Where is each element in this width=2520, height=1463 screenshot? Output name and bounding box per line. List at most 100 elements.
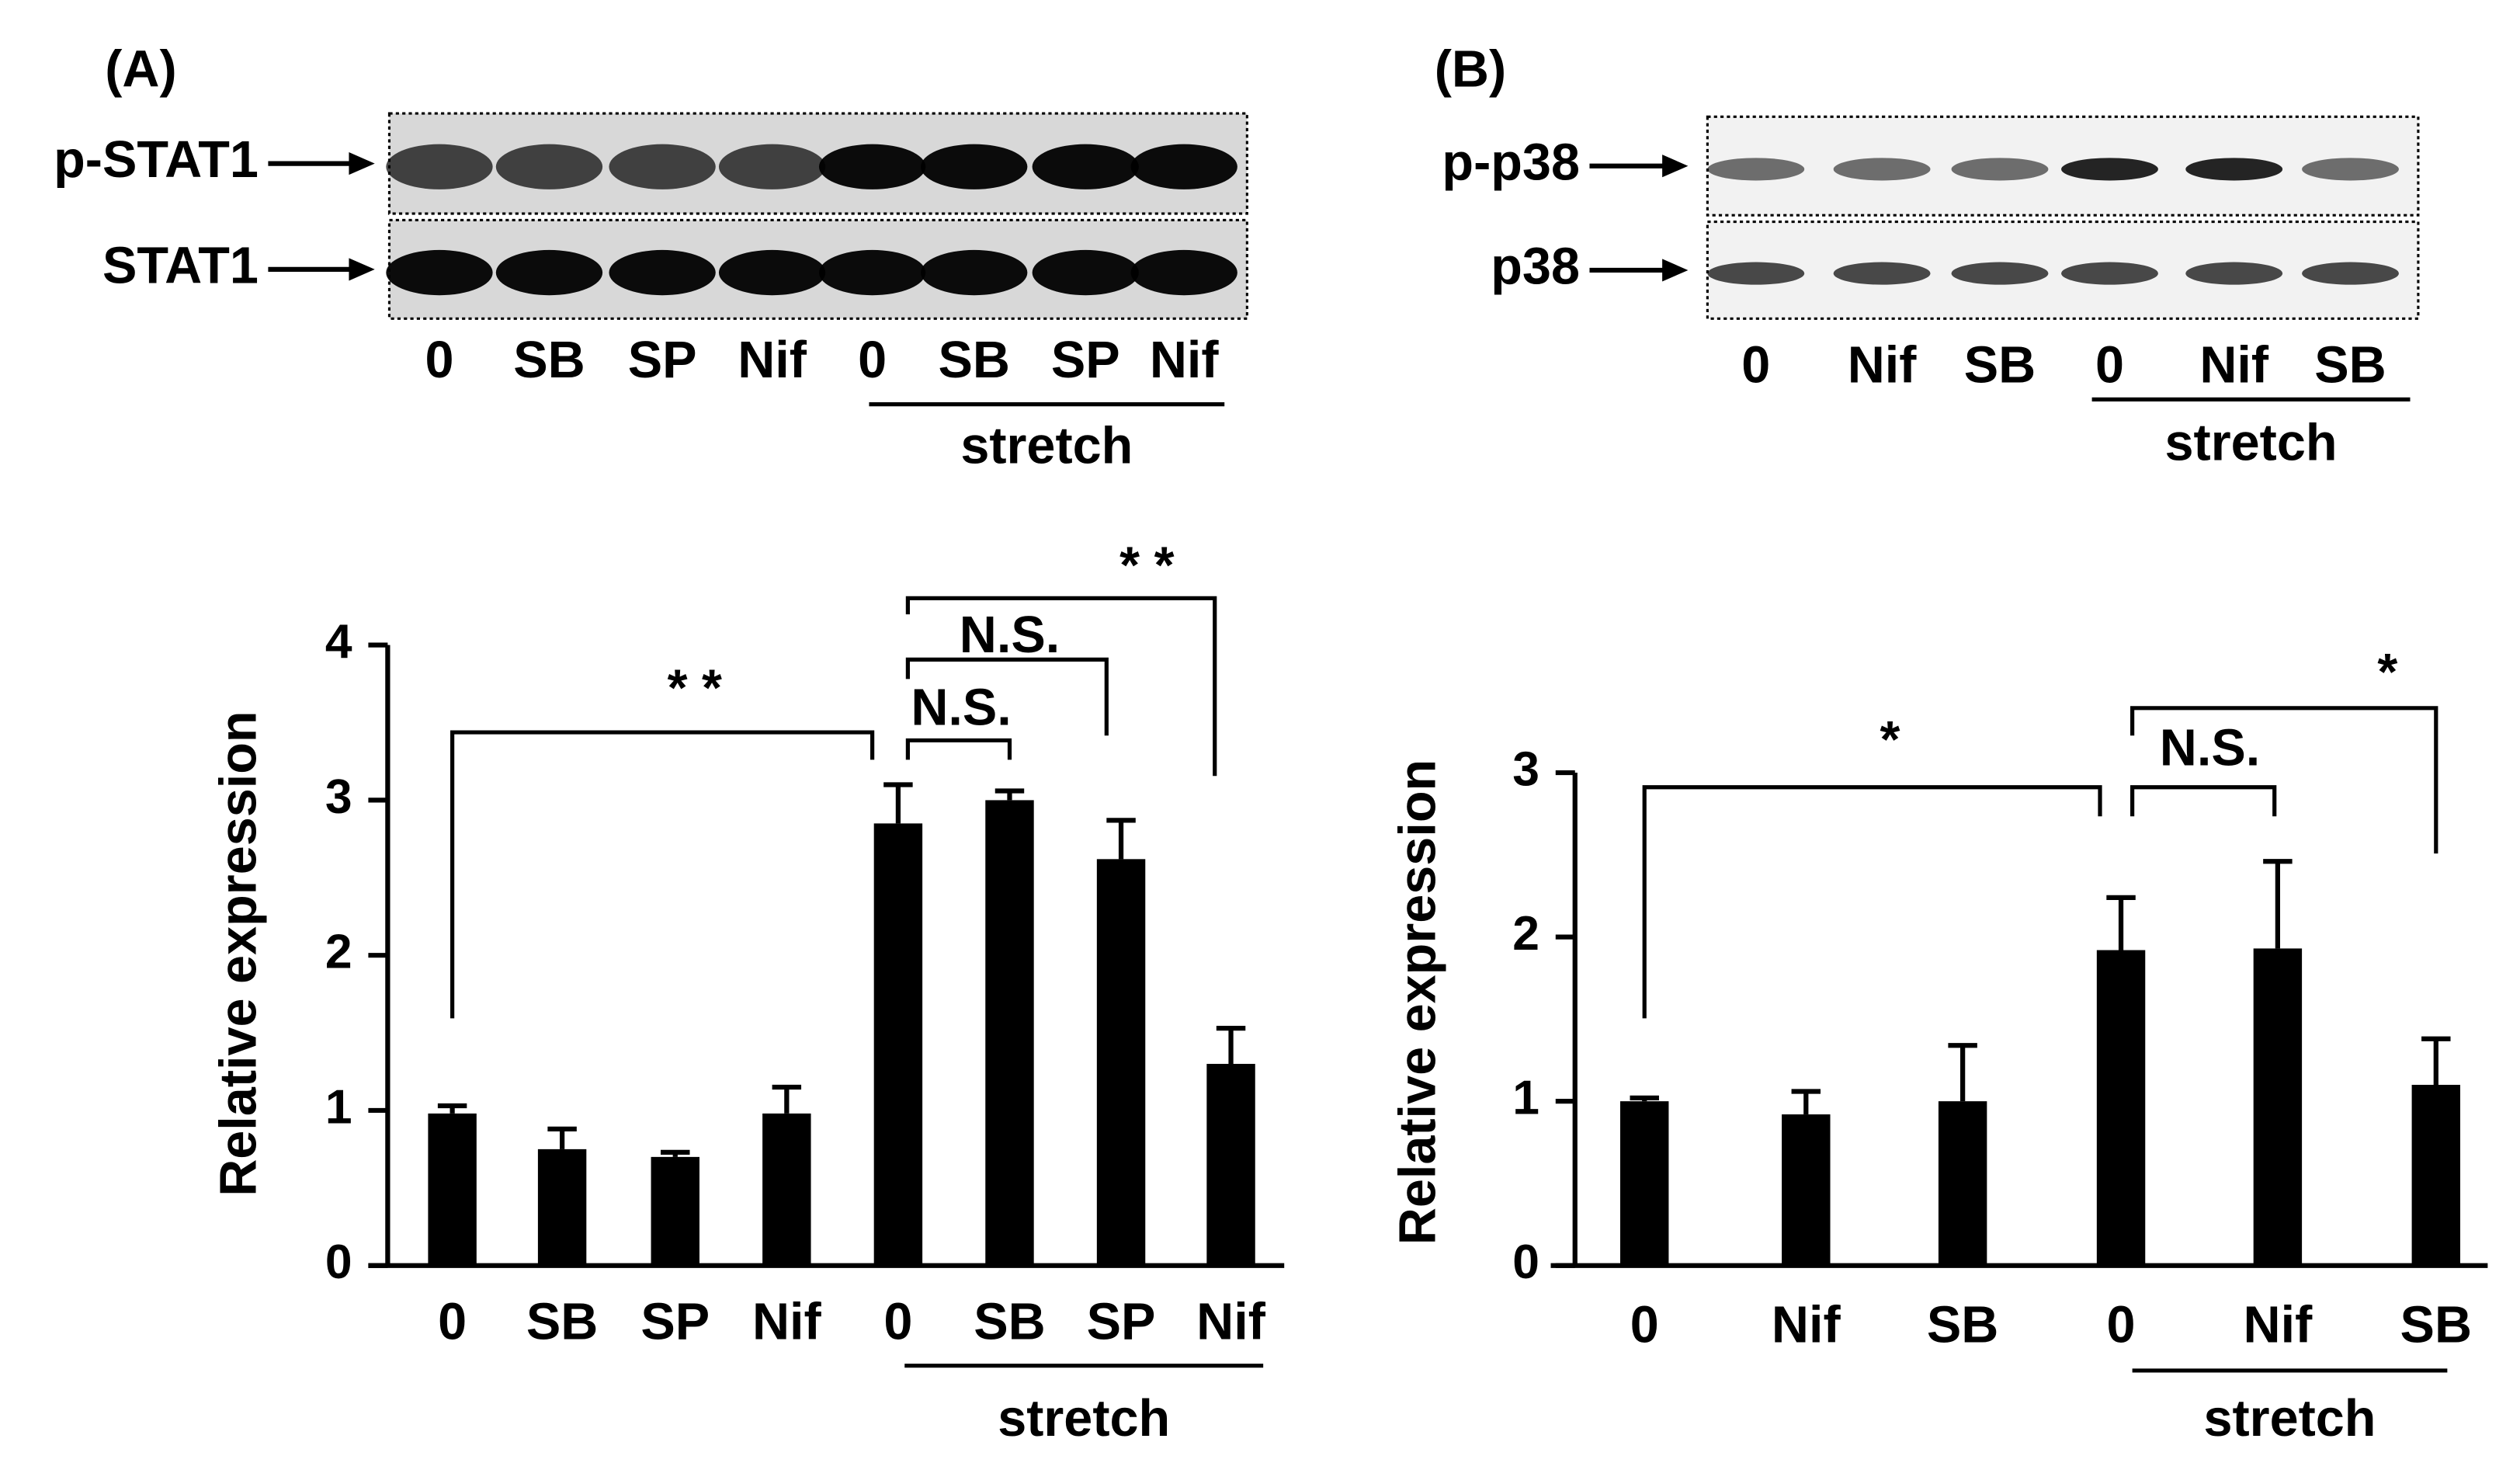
x-tick-label: 0 (1630, 1296, 1659, 1354)
y-axis-label: Relative expression (1390, 759, 1447, 1245)
blot-lane-label: SP (1051, 332, 1120, 389)
blot-row-label: p-STAT1 (54, 131, 259, 189)
bar (2253, 948, 2303, 1266)
blot-lane-label: SB (938, 332, 1010, 389)
x-tick-label: Nif (1196, 1293, 1266, 1350)
significance-label: N.S. (911, 679, 1011, 737)
blot-band (1032, 249, 1139, 296)
panel-label: (B) (1435, 41, 1506, 99)
x-tick-label: SB (974, 1293, 1046, 1350)
blot-band (2185, 262, 2283, 285)
significance-bracket (1642, 785, 2102, 1019)
significance-bracket (905, 657, 1109, 736)
blot-band (386, 249, 493, 296)
blot-band (1130, 144, 1237, 189)
blot-band (921, 249, 1028, 296)
bar (1206, 1064, 1255, 1266)
bar (428, 1113, 477, 1266)
blot-lane-label: SB (1964, 336, 2036, 394)
x-tick-label: SB (1927, 1296, 1999, 1354)
blot-arrowhead (349, 258, 375, 281)
significance-bracket (450, 730, 875, 1019)
blot-lane-label: 0 (1741, 336, 1770, 394)
blot-band (1951, 158, 2049, 181)
blot-band (718, 144, 826, 189)
error-bar (2106, 895, 2136, 950)
bar (537, 1149, 587, 1266)
x-tick-label: Nif (1772, 1296, 1841, 1354)
x-tick-label: 0 (438, 1293, 467, 1350)
error-bar (1216, 1025, 1246, 1065)
significance-label: N.S. (960, 606, 1060, 664)
blot-frame (1706, 220, 2420, 320)
blot-band (1951, 262, 2049, 285)
bar (2096, 950, 2146, 1266)
error-bar (994, 788, 1025, 801)
blot-band (2302, 262, 2399, 285)
blot-lane-label: 0 (858, 332, 887, 389)
significance-bracket (905, 738, 1012, 760)
x-tick-label: Nif (2244, 1296, 2313, 1354)
y-tick-label: 3 (1512, 742, 1539, 797)
significance-label: * * (1119, 537, 1174, 594)
blot-band (818, 249, 926, 296)
blot-band (609, 249, 716, 296)
x-tick-label: SB (526, 1293, 599, 1350)
y-tick-label: 2 (1512, 906, 1539, 961)
error-bar (883, 782, 913, 824)
group-label: stretch (2165, 414, 2338, 471)
bar (762, 1113, 811, 1266)
group-label: stretch (2203, 1390, 2376, 1447)
blot-band (386, 144, 493, 189)
error-bar (661, 1149, 690, 1157)
blot-band (495, 144, 603, 189)
blot-arrowhead (1662, 155, 1689, 178)
bar (1782, 1114, 1831, 1266)
bar (985, 800, 1034, 1266)
x-tick-label: SP (640, 1293, 710, 1350)
error-bar (1791, 1089, 1821, 1115)
blot-band (1130, 249, 1237, 296)
y-tick-label: 3 (325, 770, 352, 824)
error-bar (2421, 1036, 2451, 1085)
blot-band (2061, 158, 2158, 181)
y-axis-label: Relative expression (210, 711, 268, 1196)
significance-label: * (1880, 711, 1900, 769)
error-bar (1106, 818, 1136, 860)
blot-lane-label: 0 (2095, 336, 2124, 394)
blot-lane-label: SB (513, 332, 585, 389)
y-tick-label: 0 (325, 1235, 352, 1289)
significance-label: * (2377, 644, 2397, 701)
y-tick-label: 4 (325, 614, 352, 669)
y-tick-label: 0 (1512, 1235, 1539, 1289)
blot-lane-label: 0 (425, 332, 453, 389)
x-tick-label: SB (2400, 1296, 2473, 1354)
bar (1620, 1101, 1669, 1266)
blot-band (609, 144, 716, 189)
bar (873, 823, 923, 1266)
bar (651, 1156, 699, 1266)
significance-label: N.S. (2160, 720, 2260, 777)
blot-row-label: STAT1 (102, 237, 259, 294)
bar (1096, 859, 1146, 1266)
blot-band (2185, 158, 2283, 181)
blot-lane-label: Nif (2199, 336, 2269, 394)
bar (1938, 1101, 1987, 1266)
blot-row-label: p-p38 (1442, 134, 1580, 191)
error-bar (2263, 859, 2293, 949)
blot-lane-label: SP (628, 332, 697, 389)
x-tick-label: SP (1087, 1293, 1156, 1350)
error-bar (772, 1084, 802, 1114)
blot-arrowhead (1662, 259, 1689, 282)
blot-lane-label: Nif (1150, 332, 1220, 389)
panel-label: (A) (105, 41, 176, 99)
error-bar (1948, 1043, 1977, 1102)
blot-band (1707, 158, 1805, 181)
blot-row-label: p38 (1491, 238, 1580, 296)
blot-band (1833, 262, 1931, 285)
y-tick-label: 2 (325, 925, 352, 979)
error-bar (437, 1103, 467, 1114)
error-bar (547, 1126, 577, 1149)
